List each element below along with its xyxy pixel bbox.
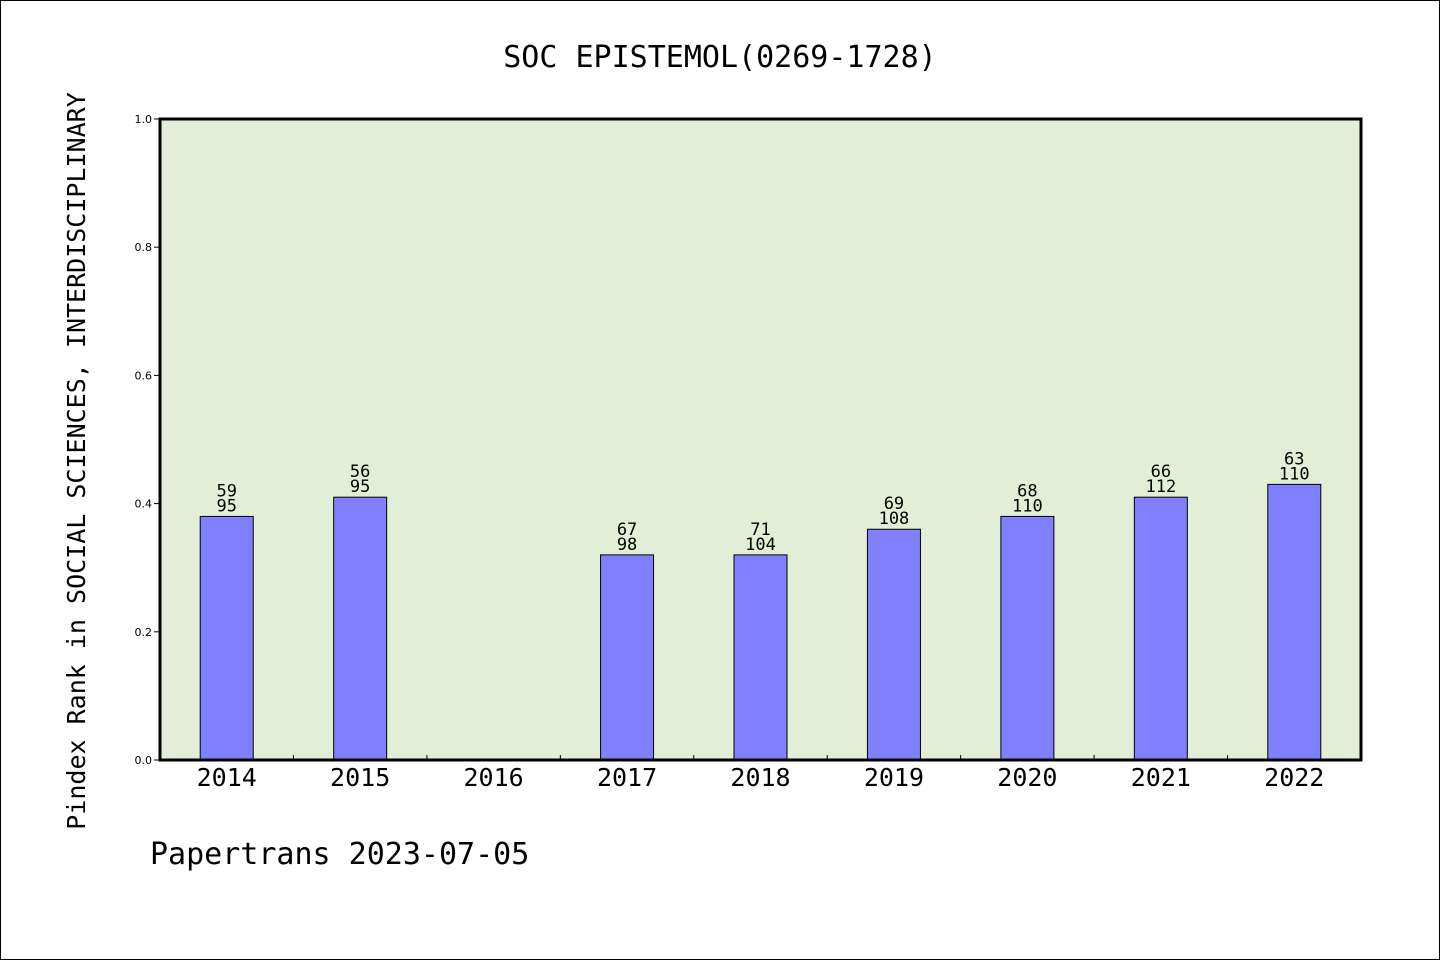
bar-label-top: 67 xyxy=(617,520,637,540)
y-tick-label: 0.8 xyxy=(135,241,153,254)
x-tick-label: 2021 xyxy=(1131,763,1191,792)
bar-label-bottom: 110 xyxy=(1012,496,1043,516)
bar-2015 xyxy=(333,496,388,761)
bar-label-bottom: 108 xyxy=(879,509,910,529)
x-tick-label: 2017 xyxy=(597,763,657,792)
bar-2021 xyxy=(1133,496,1188,761)
bar-label-top: 59 xyxy=(216,481,236,501)
y-axis-ticks: 0.0 0.2 0.4 0.6 0.8 1.0 xyxy=(135,113,160,767)
x-tick-label: 2018 xyxy=(730,763,790,792)
bar-label-top: 71 xyxy=(750,520,770,540)
bar-label-top: 56 xyxy=(350,462,370,482)
bar-2019 xyxy=(866,528,921,761)
bars xyxy=(199,483,1322,761)
bar-label-top: 69 xyxy=(884,494,904,514)
bar-label-bottom: 95 xyxy=(350,477,370,497)
y-tick-label: 1.0 xyxy=(135,113,153,126)
y-tick-label: 0.6 xyxy=(135,369,153,382)
bar-label-bottom: 104 xyxy=(745,535,776,555)
chart-title: SOC EPISTEMOL(0269-1728) xyxy=(503,40,936,75)
bar-label-top: 68 xyxy=(1017,481,1037,501)
bar-label-top: 66 xyxy=(1151,462,1171,482)
bar-label-bottom: 95 xyxy=(216,496,236,516)
bar-label-bottom: 98 xyxy=(617,535,637,555)
x-tick-label: 2016 xyxy=(464,763,524,792)
x-axis-ticks: 2014 2015 2016 2017 2018 2019 2020 2021 2022 xyxy=(197,755,1324,792)
x-tick-label: 2022 xyxy=(1264,763,1324,792)
bar-2020 xyxy=(1000,515,1055,761)
footer-credit: Papertrans 2023-07-05 xyxy=(150,837,529,872)
x-tick-label: 2015 xyxy=(330,763,390,792)
x-tick-label: 2020 xyxy=(997,763,1057,792)
y-axis-label: Pindex Rank in SOCIAL SCIENCES, INTERDIS… xyxy=(62,92,91,830)
plot-border xyxy=(158,117,1363,762)
bar-label-bottom: 110 xyxy=(1279,464,1310,484)
bar-2017 xyxy=(600,554,655,761)
bar-2018 xyxy=(733,554,788,761)
bar-label-top: 63 xyxy=(1284,449,1304,469)
bar-label-bottom: 112 xyxy=(1145,477,1176,497)
y-tick-label: 0.2 xyxy=(135,626,153,639)
x-tick-label: 2019 xyxy=(864,763,924,792)
y-tick-label: 0.0 xyxy=(135,754,153,767)
x-tick-label: 2014 xyxy=(197,763,257,792)
bar-2014 xyxy=(199,515,254,761)
bar-2022 xyxy=(1267,483,1322,761)
y-tick-label: 0.4 xyxy=(135,498,153,511)
